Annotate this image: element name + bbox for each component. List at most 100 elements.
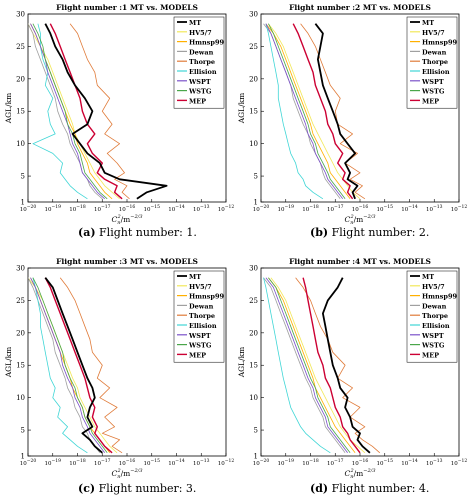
y-tick-label: 15 [16, 108, 25, 116]
legend-label: WSPT [188, 78, 211, 86]
series-lines [263, 277, 381, 454]
x-axis-label: Cn2/m−2/3 [111, 468, 142, 480]
x-tick-label: 10−18 [302, 204, 319, 213]
legend-label: MT [422, 273, 434, 281]
x-tick-label: 10−14 [401, 204, 418, 213]
y-axis-label: AGL/km [4, 347, 13, 379]
x-tick-label: 10−13 [426, 458, 443, 467]
x-axis-label: Cn2/m−2/3 [344, 468, 375, 480]
x-tick-label: 10−15 [144, 458, 161, 467]
series-line-wstg [32, 23, 108, 200]
x-tick-label: 10−19 [278, 204, 295, 213]
chart-title: Flight number :3 MT vs. MODELS [56, 257, 198, 266]
series-line-wstg [32, 277, 108, 454]
caption-c-tag: (c) [78, 482, 96, 495]
legend-label: MT [189, 273, 201, 281]
caption-c-text: Flight number: 3. [98, 482, 197, 495]
legend-label: WSTG [188, 342, 212, 350]
caption-d-text: Flight number: 4. [331, 482, 430, 495]
y-axis-label: AGL/km [4, 93, 13, 125]
y-tick-label: 5 [21, 427, 25, 435]
chart-title: Flight number :2 MT vs. MODELS [289, 3, 431, 12]
legend-label: Thorpe [189, 312, 215, 320]
y-tick-label: 25 [249, 43, 258, 51]
y-tick-label: 20 [16, 329, 25, 337]
series-line-mt [44, 23, 168, 200]
x-tick-label: 10−18 [302, 458, 319, 467]
chart-title: Flight number :4 MT vs. MODELS [289, 257, 431, 266]
x-tick-label: 10−16 [352, 458, 369, 467]
x-tick-label: 10−14 [168, 204, 185, 213]
legend-label: Hmnsp99 [422, 39, 457, 47]
caption-b-tag: (b) [310, 226, 329, 239]
legend-label: WSPT [188, 332, 211, 340]
y-tick-label: 30 [16, 265, 25, 273]
legend-label: Dewan [189, 302, 214, 310]
y-axis-label: AGL/km [237, 347, 246, 379]
series-line-mt [321, 277, 371, 454]
legend-label: Ellision [422, 322, 450, 330]
legend-label: MEP [189, 351, 206, 359]
legend-label: Hmnsp99 [422, 293, 457, 301]
x-tick-label: 10−20 [20, 204, 37, 213]
x-tick-label: 10−20 [253, 458, 270, 467]
series-line-thorpe [295, 277, 381, 454]
x-axis-label: Cn2/m−2/3 [344, 214, 375, 226]
caption-d-tag: (d) [310, 482, 329, 495]
y-tick-label: 30 [249, 11, 258, 19]
chart-panel-3: Flight number :3 MT vs. MODELS1510152025… [4, 257, 234, 480]
legend-label: Thorpe [189, 58, 215, 66]
legend-label: WSTG [421, 88, 445, 96]
x-tick-label: 10−13 [193, 458, 210, 467]
legend-label: MT [189, 19, 201, 27]
legend-label: HV5/7 [422, 283, 445, 291]
x-tick-label: 10−19 [45, 458, 62, 467]
y-tick-label: 10 [249, 140, 258, 148]
series-line-hmnsp99 [265, 23, 351, 200]
legend-label: HV5/7 [189, 283, 212, 291]
x-tick-label: 10−15 [144, 204, 161, 213]
series-line-thorpe [59, 277, 123, 454]
x-tick-label: 10−14 [168, 458, 185, 467]
legend-label: HV5/7 [189, 29, 212, 37]
legend-label: Dewan [422, 48, 447, 56]
series-line-ellision [263, 277, 331, 454]
caption-a: (a) Flight number: 1. [78, 226, 197, 239]
series-line-thorpe [69, 23, 130, 200]
x-tick-label: 10−15 [377, 458, 394, 467]
series-line-mep [49, 23, 123, 200]
series-line-wspt [265, 277, 348, 454]
y-tick-label: 25 [16, 297, 25, 305]
y-tick-label: 5 [254, 173, 258, 181]
x-tick-label: 10−18 [69, 204, 86, 213]
series-lines [28, 277, 123, 454]
x-tick-label: 10−12 [218, 204, 235, 213]
x-tick-label: 10−17 [94, 204, 111, 213]
legend-label: Thorpe [422, 312, 448, 320]
series-line-ellision [32, 277, 88, 454]
y-tick-label: 10 [16, 140, 25, 148]
series-line-hv5-7 [270, 277, 366, 454]
x-tick-label: 10−14 [401, 458, 418, 467]
legend-label: Ellision [422, 68, 450, 76]
legend-label: MEP [422, 97, 439, 105]
caption-a-tag: (a) [78, 226, 96, 239]
series-lines [263, 23, 366, 200]
legend-label: MEP [189, 97, 206, 105]
series-line-mt [44, 277, 103, 454]
y-tick-label: 15 [249, 362, 258, 370]
x-tick-label: 10−20 [20, 458, 37, 467]
chart-panel-2: Flight number :2 MT vs. MODELS1510152025… [237, 3, 467, 226]
legend-label: WSTG [421, 342, 445, 350]
legend-label: WSPT [421, 78, 444, 86]
x-tick-label: 10−16 [119, 458, 136, 467]
y-tick-label: 5 [254, 427, 258, 435]
y-axis-label: AGL/km [237, 93, 246, 125]
legend-label: Hmnsp99 [189, 39, 224, 47]
y-tick-label: 25 [249, 297, 258, 305]
series-lines [28, 23, 168, 200]
series-line-wstg [268, 277, 351, 454]
series-line-wspt [30, 277, 106, 454]
legend-label: WSTG [188, 88, 212, 96]
y-tick-label: 20 [249, 329, 258, 337]
